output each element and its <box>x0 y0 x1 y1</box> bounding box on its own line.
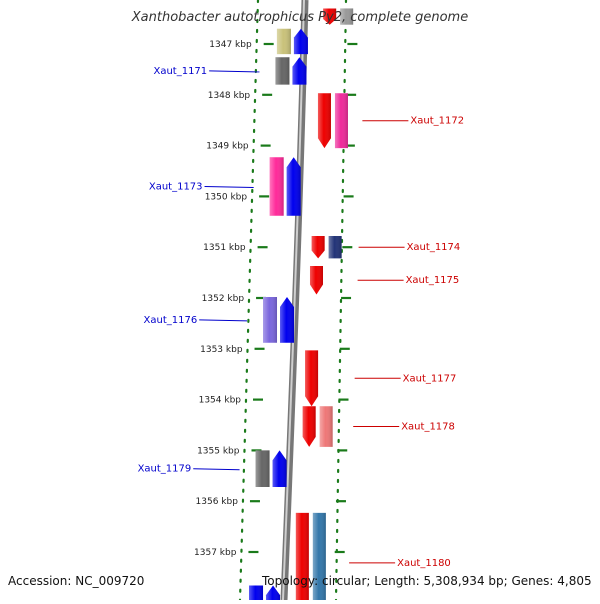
gene-arrow-left-shade <box>293 28 308 55</box>
tick-label: 1353 kbp <box>200 345 243 355</box>
gene-box-left-shade <box>269 157 284 216</box>
gene-arrow-left-shade <box>266 585 281 604</box>
gene-box-left-shade <box>263 296 278 343</box>
topology-text: Topology: circular; Length: 5,308,934 bp… <box>262 574 592 588</box>
gene-box-left-shade <box>249 585 264 604</box>
tick-label: 1357 kbp <box>194 548 237 558</box>
gene-arrow-right-shade <box>305 350 319 407</box>
gene-arrow-left-shade <box>280 296 295 343</box>
tick-label: 1352 kbp <box>202 294 245 304</box>
gene-box-right-shade <box>319 406 333 447</box>
gene-labels: Xaut_1171 Xaut_1173 Xaut_1176 Xaut_1179 Xaut… <box>138 66 465 569</box>
gene-arrow-right-shade <box>323 8 337 25</box>
gene-arrows <box>249 8 354 604</box>
gene-leader-left <box>209 70 260 73</box>
gene-label-left: Xaut_1173 <box>149 181 203 192</box>
tick-label: 1350 kbp <box>205 192 248 202</box>
gene-arrow-right-shade <box>302 406 316 447</box>
gene-box-right-shade <box>340 8 354 25</box>
tick-label: 1349 kbp <box>206 142 249 152</box>
gene-arrow-left-shade <box>272 450 287 487</box>
gene-leader-left <box>199 319 248 322</box>
gene-box-left-shade <box>276 28 291 55</box>
gene-label-left: Xaut_1171 <box>153 66 207 77</box>
gene-leader-left <box>204 185 254 188</box>
tick-label: 1351 kbp <box>203 243 246 253</box>
tick-label: 1347 kbp <box>209 40 252 50</box>
right-guide-line <box>334 0 348 602</box>
gene-arrow-right-shade <box>317 93 331 149</box>
genome-title: Xanthobacter autotrophicus Py2, complete… <box>131 10 469 25</box>
gene-leader-left <box>193 468 240 471</box>
gene-box-left-shade <box>255 450 270 487</box>
accession-text: Accession: NC_009720 <box>8 574 145 588</box>
gene-box-left-shade <box>275 57 290 85</box>
tick-label: 1354 kbp <box>199 396 242 406</box>
gene-box-right-shade <box>334 93 348 149</box>
gene-label-right: Xaut_1180 <box>397 558 451 569</box>
gene-arrow-right-shade <box>311 236 325 259</box>
gene-box-right-shade <box>328 236 342 259</box>
gene-arrow-right-shade <box>309 265 323 295</box>
tick-label: 1348 kbp <box>208 91 251 101</box>
left-guide-line <box>238 0 260 602</box>
gene-arrow-left-shade <box>286 157 301 216</box>
gene-arrow-right-shade <box>295 512 309 604</box>
gene-label-right: Xaut_1174 <box>407 242 461 253</box>
gene-label-right: Xaut_1175 <box>406 275 460 286</box>
gene-label-right: Xaut_1178 <box>401 422 455 433</box>
tick-label: 1356 kbp <box>196 497 239 507</box>
gene-box-right-shade <box>312 512 326 604</box>
gene-arrow-left-shade <box>292 57 307 85</box>
gene-label-right: Xaut_1177 <box>403 373 457 384</box>
tick-label: 1355 kbp <box>197 446 240 456</box>
gene-label-left: Xaut_1176 <box>144 315 198 326</box>
gene-label-left: Xaut_1179 <box>138 464 192 475</box>
scale-ticks: 1347 kbp 1348 kbp 1349 kbp 1350 kbp 1351 kbp… <box>194 40 358 558</box>
gene-label-right: Xaut_1172 <box>410 116 464 127</box>
